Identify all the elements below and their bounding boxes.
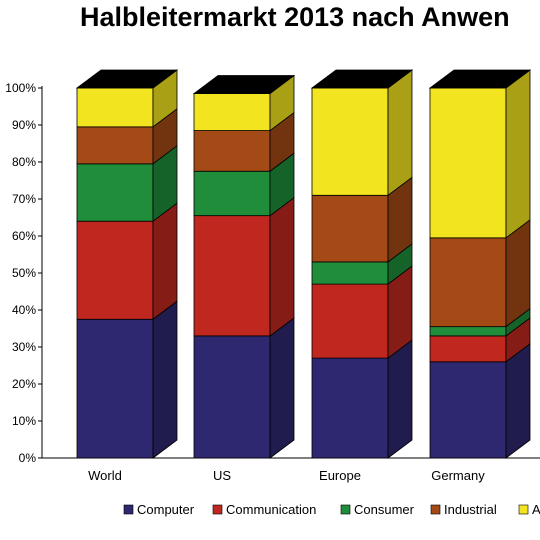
x-category-label: US: [213, 468, 231, 483]
bar-segment-front: [429, 361, 507, 459]
bar-top-cap: [310, 69, 414, 89]
bar-segment-front: [76, 220, 154, 320]
bar-segment-front: [76, 87, 154, 128]
bar-top-cap: [192, 75, 296, 94]
x-category-label: World: [88, 468, 122, 483]
bar-segment-side: [152, 300, 178, 459]
bar-segment-front: [76, 126, 154, 165]
bar-segment-front: [429, 335, 507, 363]
bar-segment-front: [76, 318, 154, 459]
bar-segment-side: [505, 69, 531, 239]
legend-swatch: [212, 504, 223, 515]
bar-segment-side: [387, 339, 413, 459]
bar-segment-side: [269, 196, 295, 337]
bar-segment-front: [193, 130, 271, 172]
y-tick-label: 10%: [12, 414, 36, 428]
y-tick-label: 30%: [12, 340, 36, 354]
bar-segment-front: [193, 93, 271, 131]
bar-segment-side: [152, 202, 178, 321]
bar-segment-front: [76, 163, 154, 222]
x-category-label: Europe: [319, 468, 361, 483]
legend-label: Computer: [137, 502, 195, 517]
bar-top-cap: [428, 69, 532, 89]
bar-segment-side: [387, 69, 413, 197]
y-tick-label: 90%: [12, 118, 36, 132]
bar-segment-front: [429, 87, 507, 239]
legend-swatch: [430, 504, 441, 515]
y-tick-label: 70%: [12, 192, 36, 206]
bar-segment-front: [429, 326, 507, 337]
bar-segment-front: [193, 170, 271, 217]
bar-top-cap: [75, 69, 179, 89]
bar-segment-front: [311, 357, 389, 459]
y-tick-label: 100%: [5, 81, 36, 95]
bar-segment-front: [311, 261, 389, 285]
y-tick-label: 60%: [12, 229, 36, 243]
legend-label: A: [532, 502, 540, 517]
bar-segment-front: [311, 87, 389, 196]
legend-swatch: [123, 504, 134, 515]
y-tick-label: 40%: [12, 303, 36, 317]
legend-swatch: [340, 504, 351, 515]
bar-segment-side: [269, 317, 295, 459]
bar-segment-side: [505, 342, 531, 459]
y-tick-label: 0%: [19, 451, 37, 465]
chart-title: Halbleitermarkt 2013 nach Anwen: [80, 2, 510, 32]
bar-segment-front: [311, 194, 389, 263]
bar-segment-side: [505, 219, 531, 328]
bar-segment-front: [193, 335, 271, 459]
y-tick-label: 20%: [12, 377, 36, 391]
legend-label: Industrial: [444, 502, 497, 517]
y-tick-label: 80%: [12, 155, 36, 169]
bar-segment-front: [193, 215, 271, 337]
legend-swatch: [518, 504, 529, 515]
legend-label: Communication: [226, 502, 316, 517]
y-tick-label: 50%: [12, 266, 36, 280]
legend-label: Consumer: [354, 502, 415, 517]
bar-segment-front: [311, 283, 389, 359]
bar-segment-front: [429, 237, 507, 328]
x-category-label: Germany: [431, 468, 485, 483]
